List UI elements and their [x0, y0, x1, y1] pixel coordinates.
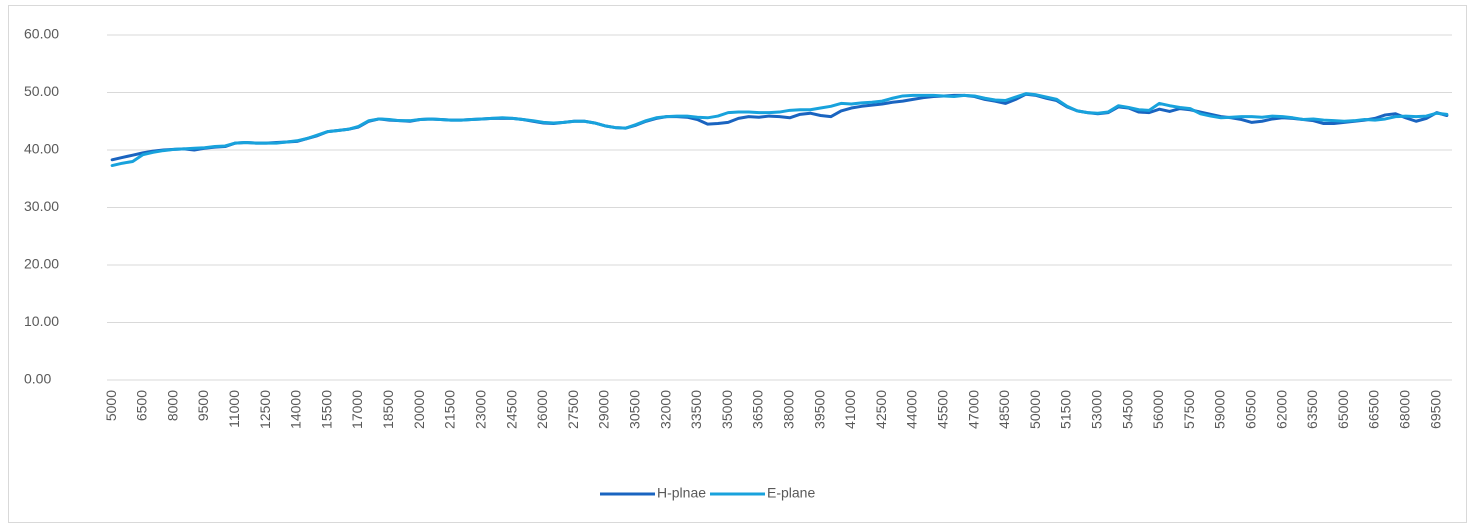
- x-tick-label: 8000: [164, 390, 180, 421]
- x-tick-label: 23000: [472, 390, 488, 429]
- x-tick-label: 68000: [1397, 390, 1413, 429]
- x-tick-label: 66500: [1366, 390, 1382, 429]
- x-tick-label: 53000: [1088, 390, 1104, 429]
- x-tick-label: 38000: [780, 390, 796, 429]
- x-tick-label: 57500: [1181, 390, 1197, 429]
- y-tick-label: 10.00: [24, 313, 59, 329]
- x-tick-label: 39500: [811, 390, 827, 429]
- x-tick-label: 42500: [873, 390, 889, 429]
- x-tick-label: 11000: [226, 390, 242, 428]
- x-tick-label: 5000: [103, 390, 119, 421]
- x-tick-label: 36500: [750, 390, 766, 429]
- y-tick-label: 30.00: [24, 198, 59, 214]
- x-tick-label: 50000: [1027, 390, 1043, 429]
- x-tick-label: 65000: [1335, 390, 1351, 429]
- x-tick-label: 54500: [1119, 390, 1135, 429]
- y-tick-label: 50.00: [24, 83, 59, 99]
- x-tick-label: 48500: [996, 390, 1012, 429]
- x-tick-label: 69500: [1427, 390, 1443, 429]
- x-tick-label: 60500: [1242, 390, 1258, 429]
- x-tick-label: 24500: [503, 390, 519, 429]
- x-tick-label: 9500: [195, 390, 211, 421]
- x-tick-label: 30500: [626, 390, 642, 429]
- x-tick-label: 27500: [565, 390, 581, 429]
- x-tick-label: 26000: [534, 390, 550, 429]
- x-tick-label: 6500: [134, 390, 150, 421]
- x-tick-label: 41000: [842, 390, 858, 429]
- x-tick-label: 18500: [380, 390, 396, 429]
- x-tick-label: 63500: [1304, 390, 1320, 429]
- y-tick-label: 20.00: [24, 256, 59, 272]
- x-tick-label: 51500: [1058, 390, 1074, 429]
- legend-label: H-plnae: [657, 485, 706, 501]
- x-tick-label: 32000: [657, 390, 673, 429]
- x-tick-label: 21500: [442, 390, 458, 429]
- x-tick-label: 20000: [411, 390, 427, 429]
- x-tick-label: 59000: [1212, 390, 1228, 429]
- series-line: [110, 92, 1449, 168]
- x-tick-label: 12500: [257, 390, 273, 429]
- x-tick-label: 15500: [318, 390, 334, 429]
- chart-frame: [8, 5, 1467, 523]
- y-tick-label: 0.00: [24, 371, 51, 387]
- legend-label: E-plane: [767, 485, 815, 501]
- y-tick-label: 60.00: [24, 26, 59, 42]
- x-tick-label: 45500: [934, 390, 950, 429]
- x-tick-label: 44000: [904, 390, 920, 429]
- x-tick-label: 33500: [688, 390, 704, 429]
- x-tick-label: 47000: [965, 390, 981, 429]
- x-tick-label: 35000: [719, 390, 735, 429]
- x-tick-label: 17000: [349, 390, 365, 429]
- x-tick-label: 29000: [596, 390, 612, 429]
- x-tick-label: 62000: [1273, 390, 1289, 429]
- x-tick-label: 56000: [1150, 390, 1166, 429]
- y-tick-label: 40.00: [24, 141, 59, 157]
- x-tick-label: 14000: [288, 390, 304, 429]
